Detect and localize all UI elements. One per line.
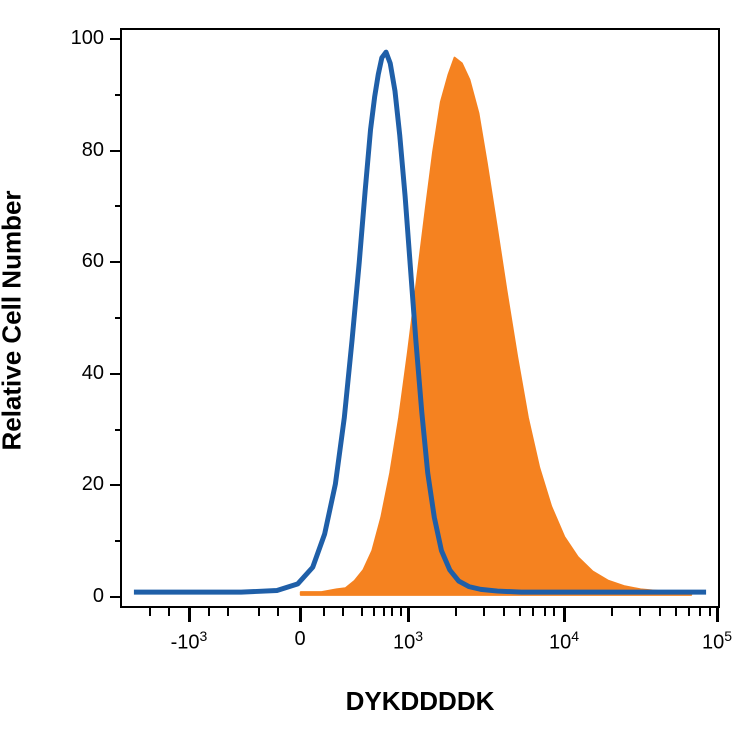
x-tick-minor xyxy=(532,608,534,616)
y-tick-minor xyxy=(115,205,120,207)
x-tick-label: 103 xyxy=(393,628,423,655)
x-tick-minor xyxy=(383,608,385,616)
y-tick-minor xyxy=(115,317,120,319)
y-tick-label: 20 xyxy=(60,473,104,496)
plot-area xyxy=(120,28,720,608)
x-tick-label: -103 xyxy=(171,628,208,655)
x-tick-minor xyxy=(149,608,151,616)
x-tick-minor xyxy=(258,608,260,616)
x-tick-minor xyxy=(611,608,613,616)
x-tick-minor xyxy=(208,608,210,616)
x-tick-minor xyxy=(503,608,505,616)
x-tick-minor xyxy=(553,608,555,616)
x-tick-minor xyxy=(391,608,393,616)
y-tick-label: 40 xyxy=(60,362,104,385)
x-tick-major xyxy=(716,608,719,622)
x-tick-minor xyxy=(342,608,344,616)
y-tick-major xyxy=(110,484,120,486)
x-tick-major xyxy=(407,608,410,622)
x-tick-minor xyxy=(400,608,402,616)
x-tick-minor xyxy=(168,608,170,616)
x-tick-label: 104 xyxy=(549,628,579,655)
x-tick-minor xyxy=(455,608,457,616)
series-filled-orange xyxy=(301,58,691,595)
x-tick-label: 0 xyxy=(294,628,305,651)
x-axis-label: DYKDDDDK xyxy=(346,686,495,717)
y-tick-label: 100 xyxy=(60,27,104,50)
x-tick-minor xyxy=(709,608,711,616)
y-tick-minor xyxy=(115,429,120,431)
y-tick-major xyxy=(110,596,120,598)
x-tick-minor xyxy=(373,608,375,616)
x-tick-minor xyxy=(688,608,690,616)
y-tick-label: 0 xyxy=(60,585,104,608)
y-tick-major xyxy=(110,261,120,263)
x-tick-minor xyxy=(483,608,485,616)
y-tick-major xyxy=(110,150,120,152)
x-tick-minor xyxy=(361,608,363,616)
x-tick-major xyxy=(299,608,302,622)
x-tick-minor xyxy=(659,608,661,616)
y-tick-major xyxy=(110,373,120,375)
x-tick-minor xyxy=(227,608,229,616)
x-tick-major xyxy=(563,608,566,622)
x-tick-minor xyxy=(639,608,641,616)
y-tick-major xyxy=(110,38,120,40)
x-tick-minor xyxy=(323,608,325,616)
x-tick-major xyxy=(188,608,191,622)
x-tick-label: 105 xyxy=(702,628,732,655)
y-tick-label: 60 xyxy=(60,250,104,273)
y-tick-minor xyxy=(115,540,120,542)
histogram-svg xyxy=(122,30,718,606)
y-tick-minor xyxy=(115,94,120,96)
flow-cytometry-histogram: Relative Cell Number DYKDDDDK 0 20 40 60 80 1… xyxy=(0,0,742,746)
y-tick-label: 80 xyxy=(60,139,104,162)
x-tick-minor xyxy=(277,608,279,616)
x-tick-minor xyxy=(675,608,677,616)
x-tick-minor xyxy=(699,608,701,616)
x-tick-minor xyxy=(519,608,521,616)
x-tick-minor xyxy=(544,608,546,616)
y-axis-label: Relative Cell Number xyxy=(0,190,28,450)
